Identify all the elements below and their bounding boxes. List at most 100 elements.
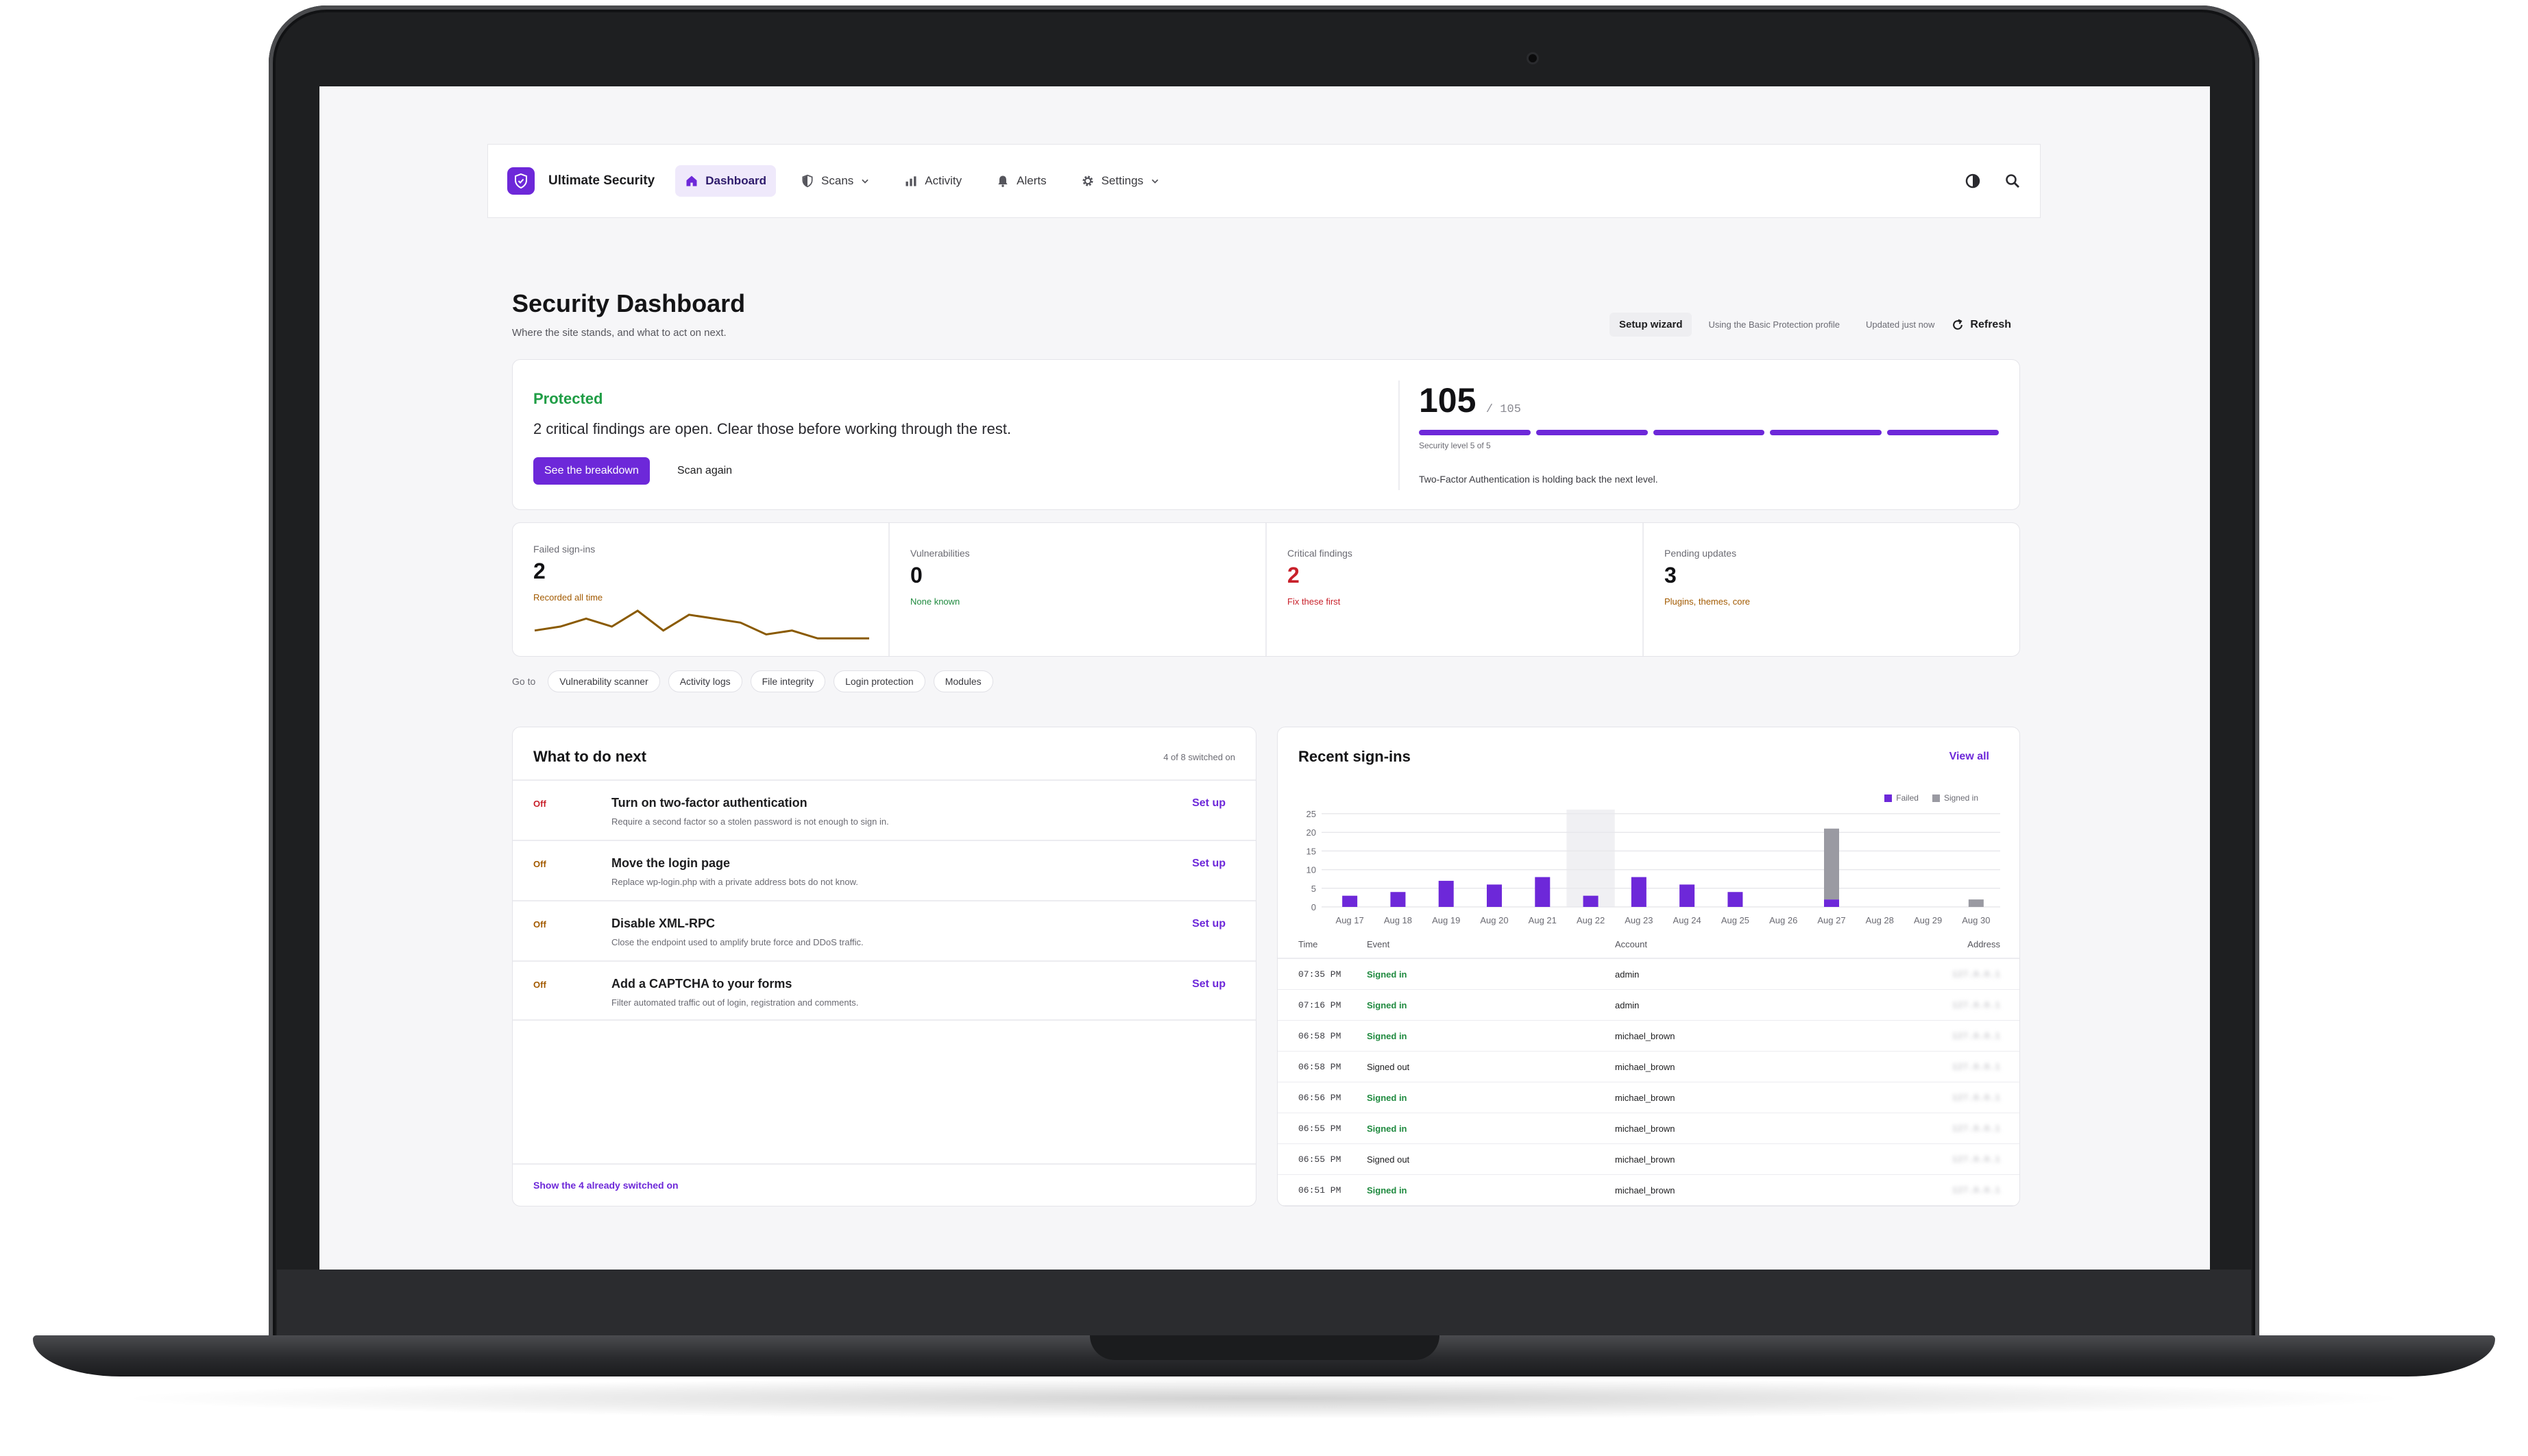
- table-header: Time Event Account Address: [1278, 930, 2019, 959]
- brand-logo-icon[interactable]: [507, 167, 535, 195]
- stat-hint: Plugins, themes, core: [1664, 596, 1751, 607]
- bar-failed[interactable]: [1535, 877, 1551, 907]
- highlight-band: [1566, 810, 1615, 907]
- laptop-chin: [277, 1270, 2251, 1341]
- nav-settings[interactable]: Settings: [1071, 165, 1169, 197]
- table-row[interactable]: 06:51 PM Signed in michael_brown 127.0.0…: [1278, 1175, 2019, 1206]
- table-row[interactable]: 06:58 PM Signed in michael_brown 127.0.0…: [1278, 1021, 2019, 1052]
- setup-button[interactable]: Set up: [1192, 858, 1226, 869]
- signins-bar-chart: 0 5 10 15 20 25 Aug 17 Aug 18 Aug 19 Aug 20 Aug 21…: [1306, 809, 2000, 925]
- chip-login-protection[interactable]: Login protection: [834, 670, 925, 692]
- setup-button[interactable]: Set up: [1192, 978, 1226, 990]
- cell-account: admin: [1615, 999, 1640, 1010]
- cell-event: Signed in: [1367, 1030, 1407, 1041]
- gear-icon: [1082, 175, 1093, 186]
- bar-failed[interactable]: [1487, 884, 1502, 907]
- theme-toggle-icon[interactable]: [1965, 173, 1981, 189]
- stat-critical-findings[interactable]: Critical findings 2 Fix these first: [1267, 523, 1644, 656]
- see-breakdown-button[interactable]: See the breakdown: [533, 457, 650, 485]
- chart-legend: Failed Signed in: [1884, 793, 1978, 803]
- top-nav: Ultimate Security Dashboard Scans Activi…: [487, 144, 2041, 218]
- cell-address: 127.0.0.1: [1952, 1030, 2000, 1041]
- chip-vulnerability-scanner[interactable]: Vulnerability scanner: [548, 670, 660, 692]
- page-subtitle: Where the site stands, and what to act o…: [512, 327, 727, 339]
- y-tick-label: 20: [1306, 827, 1316, 838]
- setup-button[interactable]: Set up: [1192, 797, 1226, 809]
- cell-time: 06:51 PM: [1298, 1185, 1341, 1196]
- bar-failed[interactable]: [1679, 884, 1695, 907]
- cell-address: 127.0.0.1: [1952, 1154, 2000, 1165]
- chip-modules[interactable]: Modules: [933, 670, 993, 692]
- y-tick-label: 0: [1311, 902, 1316, 912]
- todo-item: Off Disable XML-RPC Close the endpoint u…: [513, 900, 1256, 960]
- bar-failed[interactable]: [1583, 895, 1599, 907]
- nav-activity[interactable]: Activity: [895, 165, 971, 197]
- col-time[interactable]: Time: [1298, 938, 1318, 949]
- home-icon: [686, 175, 697, 186]
- cell-time: 07:16 PM: [1298, 999, 1341, 1010]
- table-row[interactable]: 06:58 PM Signed out michael_brown 127.0.…: [1278, 1052, 2019, 1082]
- stat-vulnerabilities[interactable]: Vulnerabilities 0 None known: [890, 523, 1267, 656]
- stat-hint: Fix these first: [1287, 596, 1341, 607]
- refresh-button[interactable]: Refresh: [1951, 318, 2011, 332]
- x-tick-label: Aug 23: [1625, 915, 1653, 925]
- cell-address: 127.0.0.1: [1952, 1092, 2000, 1103]
- bar-signed-in[interactable]: [1824, 828, 1839, 900]
- nav-alerts-label: Alerts: [1017, 174, 1047, 187]
- todo-footer: Show the 4 already switched on: [513, 1163, 1256, 1206]
- shield-icon: [802, 174, 813, 188]
- y-tick-label: 15: [1306, 846, 1316, 856]
- todo-list: Off Turn on two-factor authentication Re…: [513, 779, 1256, 1021]
- setup-button[interactable]: Set up: [1192, 918, 1226, 930]
- bar-failed[interactable]: [1727, 892, 1743, 907]
- table-row[interactable]: 07:16 PM Signed in admin 127.0.0.1: [1278, 990, 2019, 1021]
- cell-time: 07:35 PM: [1298, 969, 1341, 980]
- x-tick-label: Aug 29: [1914, 915, 1942, 925]
- bar-failed[interactable]: [1438, 880, 1454, 907]
- col-account[interactable]: Account: [1615, 938, 1647, 949]
- cell-address: 127.0.0.1: [1952, 1185, 2000, 1196]
- bar-signed-in[interactable]: [1968, 899, 1984, 907]
- status-message: 2 critical findings are open. Clear thos…: [533, 420, 1012, 437]
- cell-event: Signed in: [1367, 1092, 1407, 1103]
- x-tick-label: Aug 25: [1721, 915, 1749, 925]
- y-tick-label: 5: [1311, 884, 1316, 894]
- status-state: Protected: [533, 390, 603, 407]
- col-event[interactable]: Event: [1367, 938, 1390, 949]
- cell-account: michael_brown: [1615, 1092, 1675, 1103]
- refresh-label: Refresh: [1970, 318, 2011, 330]
- updated-text: Updated just now: [1865, 319, 1935, 330]
- bar-failed[interactable]: [1390, 892, 1406, 907]
- chip-activity-logs[interactable]: Activity logs: [668, 670, 742, 692]
- table-row[interactable]: 06:56 PM Signed in michael_brown 127.0.0…: [1278, 1082, 2019, 1113]
- table-row[interactable]: 06:55 PM Signed out michael_brown 127.0.…: [1278, 1144, 2019, 1175]
- todo-item: Off Move the login page Replace wp-login…: [513, 840, 1256, 900]
- scan-again-button[interactable]: Scan again: [677, 465, 733, 476]
- col-address[interactable]: Address: [1967, 938, 2000, 949]
- x-tick-label: Aug 19: [1432, 915, 1460, 925]
- setup-wizard-button[interactable]: Setup wizard: [1609, 313, 1692, 337]
- stat-value: 2: [1287, 563, 1300, 587]
- todo-status: Off: [533, 980, 546, 990]
- bar-failed[interactable]: [1342, 895, 1358, 907]
- brand-name[interactable]: Ultimate Security: [548, 173, 655, 188]
- nav-dashboard[interactable]: Dashboard: [675, 165, 777, 197]
- view-all-link[interactable]: View all: [1949, 751, 1989, 762]
- stat-label: Pending updates: [1664, 548, 1737, 559]
- chip-file-integrity[interactable]: File integrity: [750, 670, 826, 692]
- show-switched-on-link[interactable]: Show the 4 already switched on: [533, 1180, 679, 1191]
- goto-label: Go to: [512, 676, 536, 687]
- failed-signins-sparkline: [534, 609, 869, 640]
- stat-failed-signins[interactable]: Failed sign-ins 2 Recorded all time: [513, 523, 890, 656]
- search-icon[interactable]: [2004, 173, 2021, 189]
- nav-scans[interactable]: Scans: [791, 165, 879, 197]
- bar-failed[interactable]: [1631, 877, 1646, 907]
- x-tick-label: Aug 21: [1529, 915, 1557, 925]
- sparkline-series: [534, 609, 869, 640]
- todo-status: Off: [533, 799, 546, 809]
- bar-failed[interactable]: [1824, 899, 1839, 907]
- table-row[interactable]: 07:35 PM Signed in admin 127.0.0.1: [1278, 959, 2019, 990]
- table-row[interactable]: 06:55 PM Signed in michael_brown 127.0.0…: [1278, 1113, 2019, 1144]
- stat-pending-updates[interactable]: Pending updates 3 Plugins, themes, core: [1644, 523, 2019, 656]
- nav-alerts[interactable]: Alerts: [986, 165, 1056, 197]
